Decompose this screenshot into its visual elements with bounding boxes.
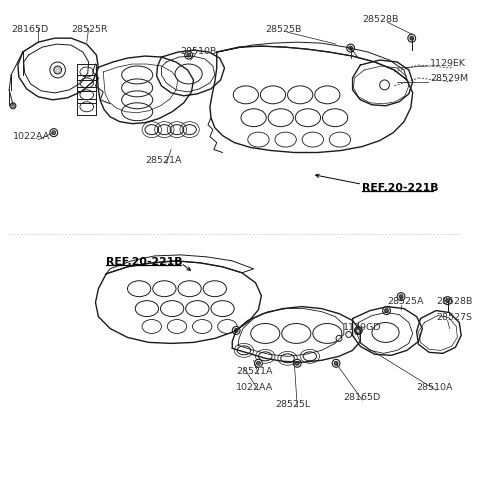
Circle shape: [336, 336, 342, 342]
Text: 28521A: 28521A: [236, 366, 273, 375]
Text: 1022AA: 1022AA: [13, 132, 50, 141]
Circle shape: [346, 332, 351, 338]
Text: 28525R: 28525R: [71, 24, 108, 34]
Circle shape: [10, 104, 16, 109]
Circle shape: [408, 35, 416, 43]
Circle shape: [347, 45, 355, 53]
Text: 1022AA: 1022AA: [236, 382, 274, 391]
Circle shape: [355, 327, 362, 335]
Circle shape: [52, 132, 56, 135]
Text: 28527S: 28527S: [436, 312, 472, 322]
Text: 28165D: 28165D: [11, 24, 48, 34]
Circle shape: [348, 47, 353, 51]
Circle shape: [383, 307, 390, 315]
Text: 28525L: 28525L: [275, 399, 310, 408]
Text: 28165D: 28165D: [343, 392, 380, 401]
Text: REF.20-221B: REF.20-221B: [106, 256, 183, 266]
Text: 1129EK: 1129EK: [430, 59, 466, 67]
Circle shape: [397, 293, 405, 301]
Circle shape: [410, 37, 414, 41]
Circle shape: [254, 360, 263, 368]
Text: REF.20-221B: REF.20-221B: [362, 183, 439, 193]
Text: 28521A: 28521A: [145, 156, 181, 165]
Circle shape: [356, 328, 361, 334]
Text: 28510A: 28510A: [417, 382, 453, 391]
Circle shape: [384, 309, 388, 313]
Circle shape: [446, 299, 450, 303]
Text: 28529M: 28529M: [430, 74, 468, 83]
Circle shape: [334, 361, 338, 365]
Circle shape: [256, 361, 261, 365]
Text: 28528B: 28528B: [436, 297, 472, 305]
Circle shape: [187, 54, 191, 58]
Text: 28525A: 28525A: [387, 297, 424, 305]
Circle shape: [399, 295, 403, 299]
Text: 1129GD: 1129GD: [343, 323, 382, 331]
Circle shape: [293, 360, 301, 368]
Circle shape: [332, 360, 340, 368]
Circle shape: [234, 329, 238, 333]
Text: 28525B: 28525B: [265, 24, 301, 34]
Text: 28510B: 28510B: [180, 47, 216, 56]
Circle shape: [50, 130, 58, 137]
Circle shape: [295, 361, 299, 365]
Circle shape: [357, 329, 360, 333]
Text: 28528B: 28528B: [362, 15, 399, 24]
Circle shape: [185, 52, 192, 60]
Circle shape: [444, 297, 452, 305]
Circle shape: [232, 327, 240, 335]
Circle shape: [54, 67, 61, 75]
